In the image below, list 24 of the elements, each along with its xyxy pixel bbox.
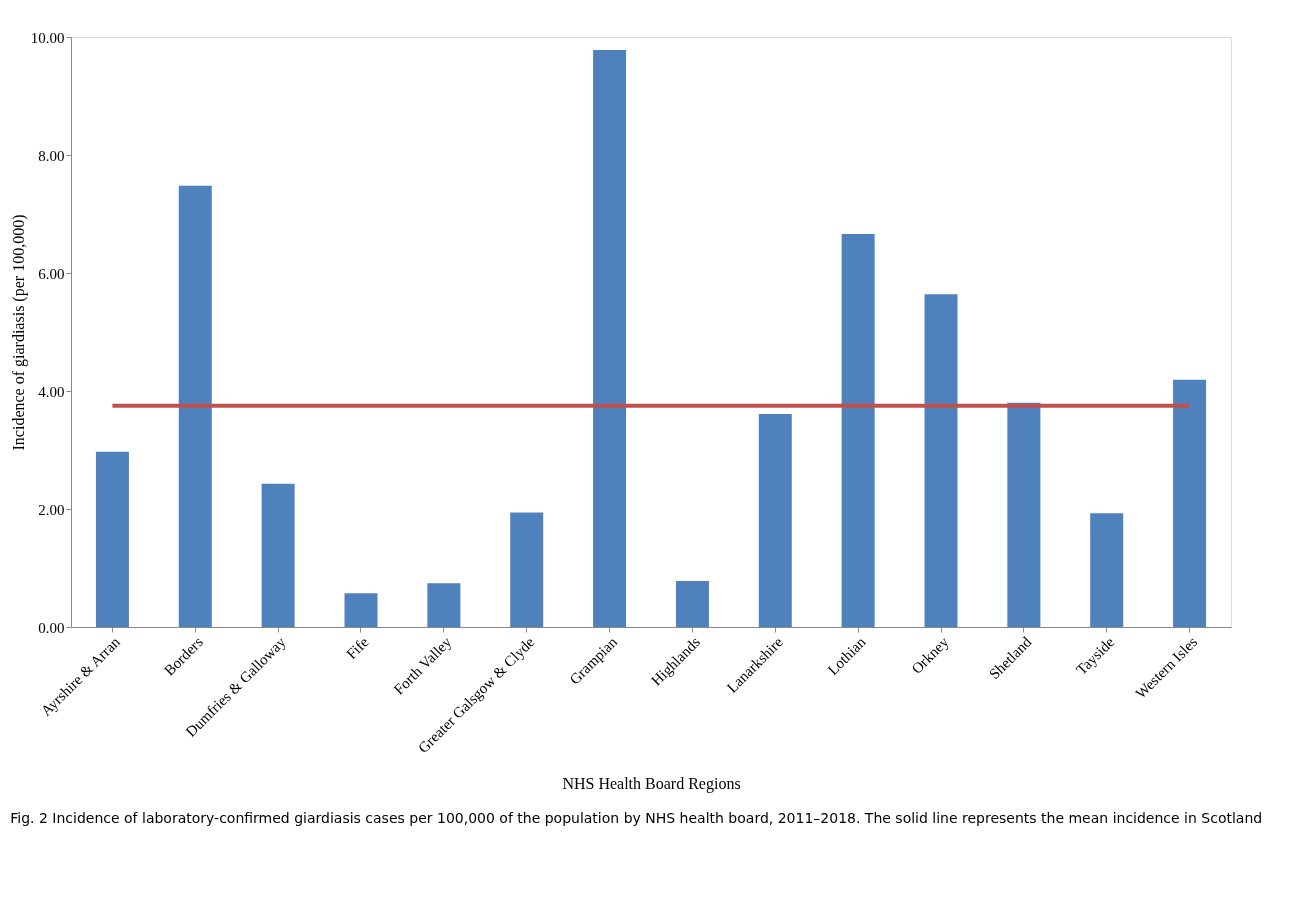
caption: Fig. 2 Incidence of laboratory-confirmed giardiasis cases per 100,000 of the population by NHS health board, 2011–2018. The solid line represents the mean incidence in Scotland [10, 809, 1263, 826]
bar [261, 483, 295, 627]
y-tick-label: 10.00 [30, 29, 65, 46]
bar [675, 580, 709, 627]
bar [344, 593, 378, 627]
y-tick-label: 0.00 [38, 619, 65, 636]
bar [758, 414, 792, 627]
bar [841, 234, 875, 627]
x-tick-label: Fife [343, 633, 372, 663]
bar [593, 49, 627, 627]
bar [1173, 379, 1207, 627]
bar [510, 512, 544, 627]
bar [924, 294, 958, 627]
y-tick-label: 8.00 [38, 147, 65, 164]
x-axis-title: NHS Health Board Regions [562, 775, 741, 794]
bar [1007, 402, 1041, 627]
bar [1090, 513, 1124, 627]
bar [95, 451, 129, 627]
y-axis-title: Incidence of giardiasis (per 100,000) [9, 214, 28, 451]
y-tick-label: 6.00 [38, 265, 65, 282]
y-tick-label: 4.00 [38, 383, 65, 400]
y-tick-label: 2.00 [38, 501, 65, 518]
bar [427, 583, 461, 627]
bar [178, 185, 212, 627]
